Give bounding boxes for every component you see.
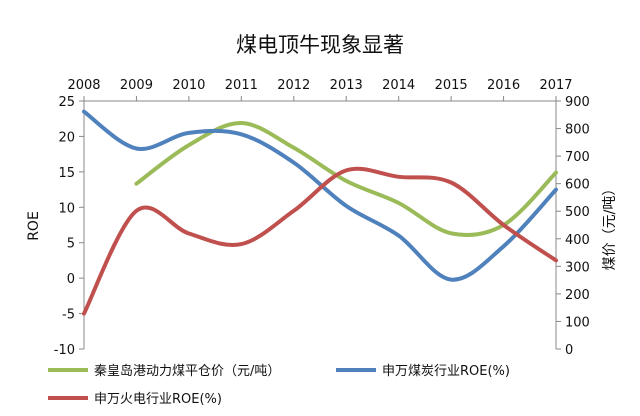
right-tick-label: 400 xyxy=(565,233,590,248)
right-tick-label: 0 xyxy=(565,343,573,358)
left-axis-ticks: 25 20 15 10 5 0 -5 -10 xyxy=(54,95,84,358)
chart-title: 煤电顶牛现象显著 xyxy=(236,33,404,57)
right-axis-label: 煤价（元/吨） xyxy=(602,182,618,271)
right-tick-label: 300 xyxy=(565,260,590,275)
right-tick-label: 700 xyxy=(565,150,590,165)
legend-label-coal-roe: 申万煤炭行业ROE(%) xyxy=(382,364,510,379)
x-tick-label: 2017 xyxy=(539,78,572,93)
legend: 秦皇岛港动力煤平仓价（元/吨） 申万煤炭行业ROE(%) 申万火电行业ROE(%… xyxy=(48,363,510,407)
left-tick-label: -10 xyxy=(54,343,75,358)
series-lines xyxy=(82,109,558,316)
left-tick-label: 15 xyxy=(58,166,75,181)
right-tick-label: 800 xyxy=(565,123,590,138)
x-tick-label: 2011 xyxy=(225,78,258,93)
legend-item-power-roe: 申万火电行业ROE(%) xyxy=(48,392,222,407)
x-tick-label: 2016 xyxy=(487,78,520,93)
x-tick-label: 2012 xyxy=(277,78,310,93)
axes xyxy=(83,100,557,349)
right-axis-ticks: 900 800 700 600 500 400 300 200 100 0 xyxy=(556,95,590,358)
legend-item-coal-price: 秦皇岛港动力煤平仓价（元/吨） xyxy=(48,363,280,379)
series-line-power-roe xyxy=(82,166,558,316)
x-tick-label: 2008 xyxy=(67,78,100,93)
x-tick-label: 2013 xyxy=(330,78,363,93)
series-line-coal-price xyxy=(134,120,558,237)
x-tick-label: 2010 xyxy=(172,78,205,93)
legend-label-power-roe: 申万火电行业ROE(%) xyxy=(94,392,222,407)
top-axis-ticks: 2008 2009 2010 2011 2012 2013 2014 2015 2016 2017 xyxy=(67,78,573,101)
left-tick-label: 25 xyxy=(58,95,75,110)
right-tick-label: 500 xyxy=(565,205,590,220)
left-tick-label: 10 xyxy=(58,201,75,216)
right-tick-label: 600 xyxy=(565,178,590,193)
left-tick-label: -5 xyxy=(62,308,75,323)
left-tick-label: 20 xyxy=(58,130,75,145)
left-tick-label: 5 xyxy=(67,237,75,252)
right-tick-label: 900 xyxy=(565,95,590,110)
left-tick-label: 0 xyxy=(67,272,75,287)
right-tick-label: 200 xyxy=(565,288,590,303)
legend-label-coal-price: 秦皇岛港动力煤平仓价（元/吨） xyxy=(94,363,280,379)
left-axis-label: ROE xyxy=(26,211,42,241)
series-line-coal-roe xyxy=(82,109,558,282)
right-tick-label: 100 xyxy=(565,315,590,330)
x-tick-label: 2014 xyxy=(382,78,415,93)
x-tick-label: 2015 xyxy=(435,78,468,93)
legend-item-coal-roe: 申万煤炭行业ROE(%) xyxy=(336,364,510,379)
x-tick-label: 2009 xyxy=(120,78,153,93)
